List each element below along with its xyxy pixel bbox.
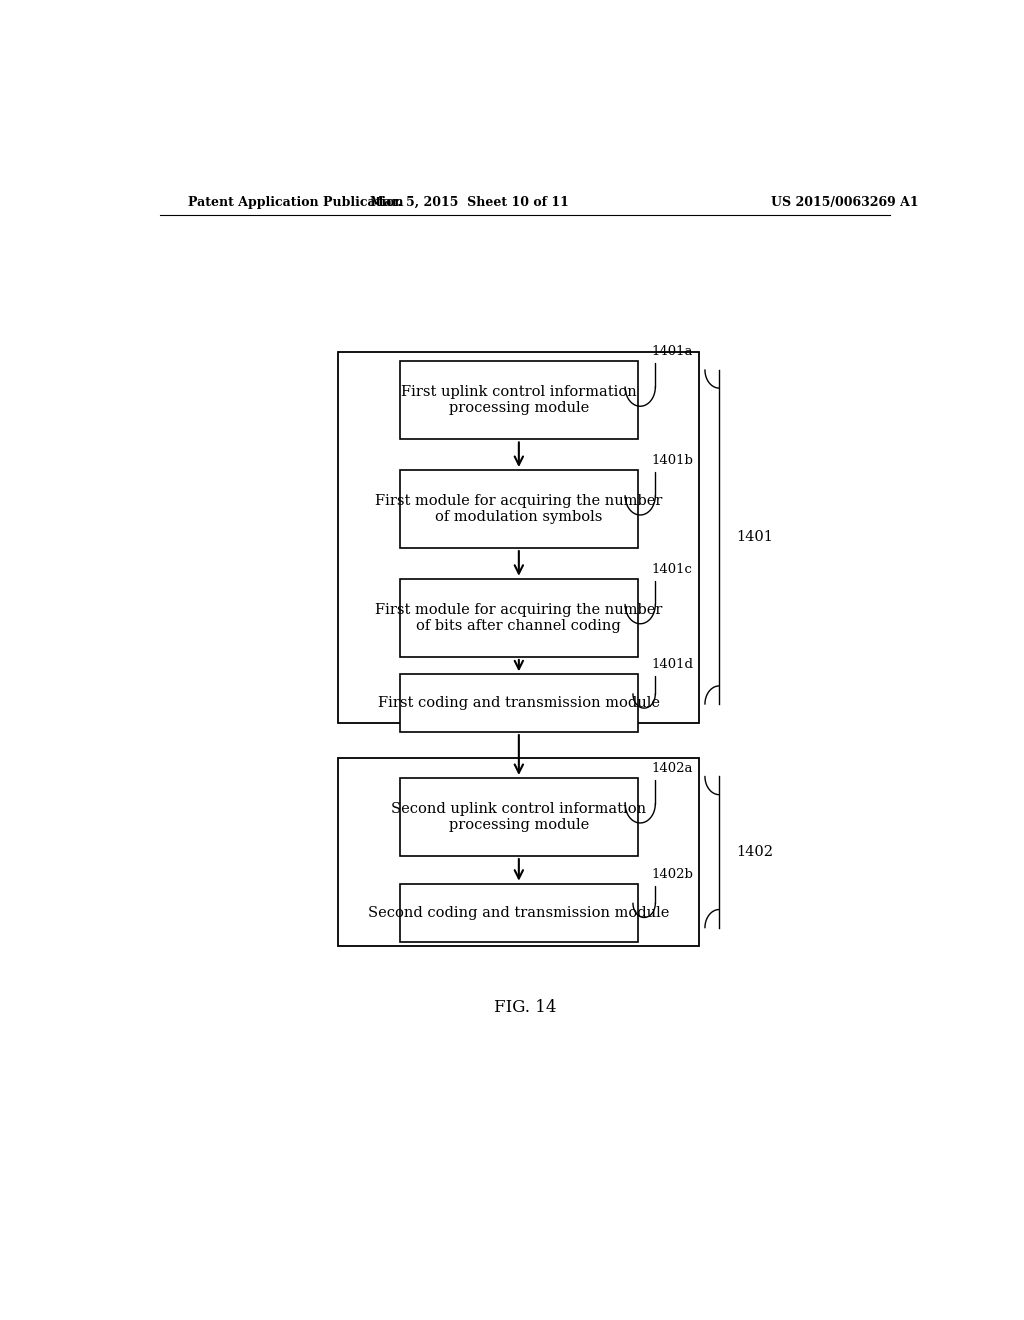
Text: First uplink control information
processing module: First uplink control information process… (401, 385, 637, 416)
Bar (399, 578, 638, 657)
Text: Patent Application Publication: Patent Application Publication (187, 197, 403, 209)
Text: 1401d: 1401d (651, 659, 693, 671)
Bar (399, 883, 638, 941)
Text: 1401b: 1401b (651, 454, 693, 467)
Bar (399, 675, 638, 733)
Text: 1402: 1402 (736, 845, 774, 859)
Text: US 2015/0063269 A1: US 2015/0063269 A1 (771, 197, 919, 209)
Text: 1401a: 1401a (651, 345, 693, 358)
Bar (338, 758, 699, 946)
Text: First coding and transmission module: First coding and transmission module (378, 696, 659, 710)
Bar (399, 470, 638, 548)
Text: Second coding and transmission module: Second coding and transmission module (369, 906, 670, 920)
Bar (338, 351, 699, 722)
Text: 1402a: 1402a (651, 762, 693, 775)
Text: 1401c: 1401c (651, 562, 692, 576)
Text: FIG. 14: FIG. 14 (494, 999, 556, 1015)
Text: First module for acquiring the number
of bits after channel coding: First module for acquiring the number of… (375, 603, 663, 632)
Bar (399, 777, 638, 857)
Text: 1401: 1401 (736, 531, 773, 544)
Text: Mar. 5, 2015  Sheet 10 of 11: Mar. 5, 2015 Sheet 10 of 11 (370, 197, 568, 209)
Text: Second uplink control information
processing module: Second uplink control information proces… (391, 803, 646, 832)
Text: 1402b: 1402b (651, 867, 693, 880)
Bar (399, 362, 638, 440)
Text: First module for acquiring the number
of modulation symbols: First module for acquiring the number of… (375, 494, 663, 524)
